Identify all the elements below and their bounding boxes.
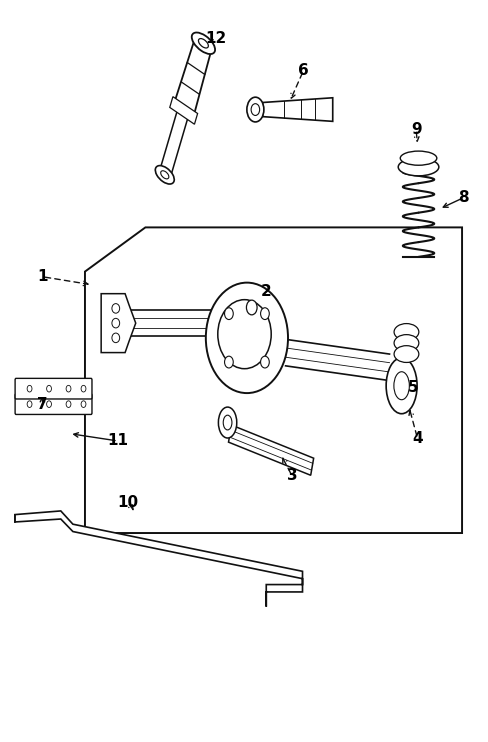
Ellipse shape — [246, 97, 264, 122]
Ellipse shape — [191, 33, 215, 54]
Ellipse shape — [205, 283, 287, 393]
Ellipse shape — [260, 308, 269, 320]
Ellipse shape — [218, 407, 236, 438]
Text: 10: 10 — [117, 495, 138, 510]
Polygon shape — [228, 425, 313, 476]
Ellipse shape — [224, 308, 233, 320]
Ellipse shape — [112, 318, 120, 328]
PathPatch shape — [15, 511, 302, 607]
Text: 8: 8 — [457, 191, 468, 206]
Polygon shape — [174, 38, 211, 117]
Text: 7: 7 — [37, 397, 48, 412]
Text: 11: 11 — [107, 433, 128, 448]
Text: 3: 3 — [286, 468, 297, 483]
FancyBboxPatch shape — [15, 394, 92, 415]
Ellipse shape — [246, 300, 257, 315]
Ellipse shape — [112, 303, 120, 313]
Ellipse shape — [386, 358, 416, 414]
Ellipse shape — [46, 385, 51, 392]
Ellipse shape — [223, 416, 231, 430]
Text: 9: 9 — [410, 122, 421, 137]
Text: 1: 1 — [37, 269, 47, 284]
Text: 5: 5 — [407, 380, 417, 395]
Ellipse shape — [393, 372, 408, 400]
Polygon shape — [169, 96, 197, 124]
Text: 4: 4 — [411, 431, 422, 446]
Polygon shape — [159, 107, 188, 178]
Ellipse shape — [198, 39, 208, 48]
Ellipse shape — [27, 385, 32, 392]
Ellipse shape — [224, 356, 233, 368]
Text: 2: 2 — [260, 284, 271, 299]
Ellipse shape — [260, 356, 269, 368]
Polygon shape — [101, 294, 136, 352]
Ellipse shape — [393, 335, 418, 352]
Ellipse shape — [400, 151, 436, 165]
Ellipse shape — [112, 333, 120, 343]
Ellipse shape — [397, 158, 438, 176]
Text: 12: 12 — [204, 30, 225, 45]
Ellipse shape — [81, 401, 86, 407]
Ellipse shape — [217, 300, 271, 369]
Ellipse shape — [251, 104, 259, 116]
Polygon shape — [262, 98, 332, 122]
FancyBboxPatch shape — [15, 378, 92, 399]
Text: 6: 6 — [298, 63, 308, 78]
Ellipse shape — [27, 401, 32, 407]
Ellipse shape — [393, 346, 418, 362]
Ellipse shape — [46, 401, 51, 407]
Ellipse shape — [161, 171, 168, 179]
Ellipse shape — [66, 385, 71, 392]
Ellipse shape — [81, 385, 86, 392]
Ellipse shape — [66, 401, 71, 407]
Ellipse shape — [155, 165, 174, 184]
Ellipse shape — [393, 324, 418, 341]
